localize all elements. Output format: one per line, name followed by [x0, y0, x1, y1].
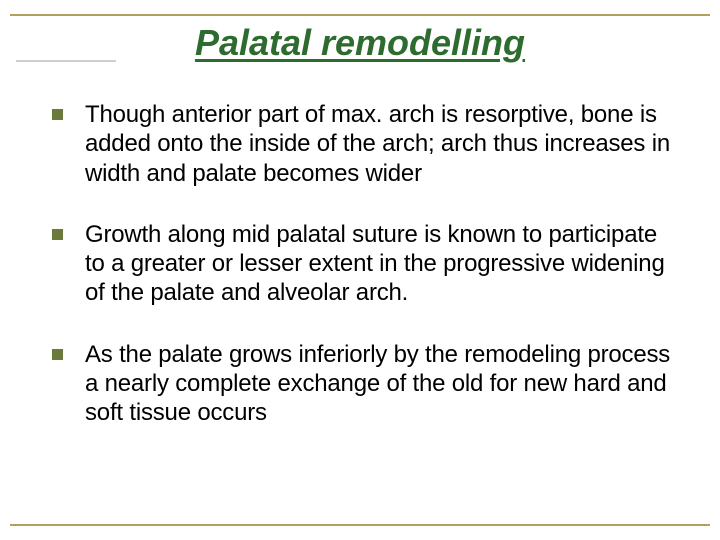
bottom-divider — [10, 524, 710, 526]
title-container: Palatal remodelling — [0, 22, 720, 64]
square-bullet-icon — [52, 109, 63, 120]
top-divider — [10, 14, 710, 16]
slide-title: Palatal remodelling — [189, 22, 531, 64]
list-item: Growth along mid palatal suture is known… — [52, 220, 672, 308]
bullet-list: Though anterior part of max. arch is res… — [52, 100, 672, 459]
bullet-text: Growth along mid palatal suture is known… — [85, 220, 672, 308]
list-item: Though anterior part of max. arch is res… — [52, 100, 672, 188]
bullet-text: As the palate grows inferiorly by the re… — [85, 340, 672, 428]
square-bullet-icon — [52, 349, 63, 360]
square-bullet-icon — [52, 229, 63, 240]
bullet-text: Though anterior part of max. arch is res… — [85, 100, 672, 188]
list-item: As the palate grows inferiorly by the re… — [52, 340, 672, 428]
